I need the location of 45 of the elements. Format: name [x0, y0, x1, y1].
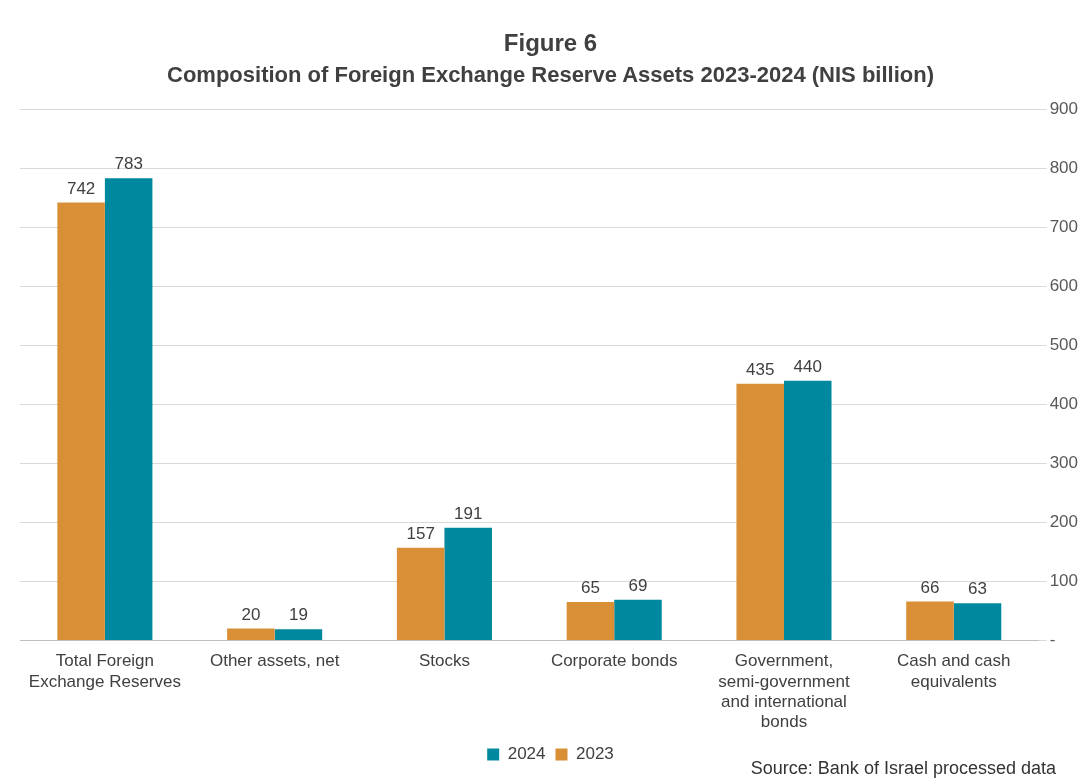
data-label: 20: [241, 604, 261, 624]
data-label: 65: [580, 578, 600, 598]
bar: [566, 602, 615, 640]
bar: [396, 547, 445, 640]
x-tick-label: Government, semi-government and international bonds: [718, 651, 850, 732]
data-label: 435: [746, 359, 775, 379]
bar: [227, 628, 275, 640]
bar: [906, 601, 954, 640]
y-tick-label: 700: [1049, 216, 1079, 236]
data-label: 440: [793, 356, 822, 376]
bar: [783, 380, 832, 640]
bar: [614, 599, 662, 640]
y-tick-label: -: [1049, 630, 1056, 650]
data-label: 19: [288, 605, 308, 625]
x-tick-label: Other assets, net: [209, 651, 340, 671]
y-tick-label: 200: [1049, 512, 1079, 532]
bar: [104, 178, 153, 640]
bar: [953, 603, 1002, 640]
data-label: 66: [920, 577, 940, 597]
y-tick-label: 600: [1049, 275, 1079, 295]
x-tick-label: Total Foreign Exchange Reserves: [28, 651, 181, 691]
data-label: 742: [66, 178, 96, 198]
x-tick-label: Stocks: [418, 651, 470, 671]
bar: [444, 527, 492, 640]
source-note: Source: Bank of Israel processed data: [750, 757, 1057, 778]
chart-subtitle: Composition of Foreign Exchange Reserve Assets 2023-2024 (NIS billion): [167, 62, 934, 88]
chart-title: Figure 6: [503, 29, 598, 57]
data-label: 157: [406, 523, 435, 543]
bar: [736, 383, 784, 640]
y-tick-label: 900: [1049, 98, 1079, 118]
x-tick-label: Corporate bonds: [550, 651, 678, 671]
legend-label: 2023: [576, 744, 614, 764]
bar: [57, 202, 105, 640]
data-label: 191: [454, 503, 483, 523]
data-label: 63: [968, 579, 987, 599]
data-label: 783: [114, 154, 143, 174]
y-tick-label: 400: [1049, 394, 1079, 413]
legend-label: 2024: [507, 744, 546, 764]
x-tick-label: Cash and cash equivalents: [897, 651, 1011, 691]
y-tick-label: 100: [1049, 571, 1079, 591]
bar: [274, 629, 323, 640]
y-tick-label: 800: [1049, 157, 1079, 177]
data-label: 69: [628, 575, 648, 595]
y-tick-label: 300: [1049, 453, 1079, 473]
y-tick-label: 500: [1049, 334, 1079, 354]
